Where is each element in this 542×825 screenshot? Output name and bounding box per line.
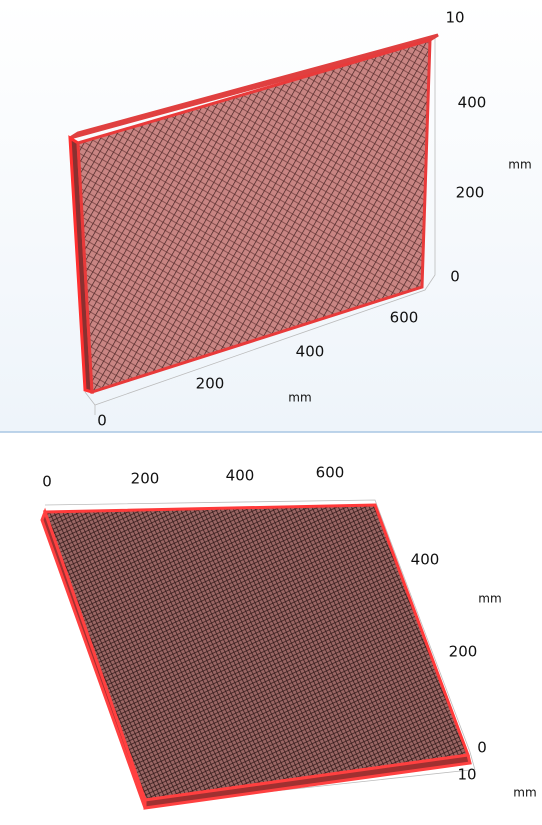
- axis-tick-label: 200: [131, 470, 160, 488]
- axis-tick-label: 0: [42, 473, 52, 491]
- axis-tick-label: 200: [449, 643, 478, 661]
- axis-tick-label: 200: [456, 184, 485, 202]
- axis-tick-label: 600: [316, 464, 345, 482]
- axis-tick-label: 0: [450, 268, 460, 286]
- axis-tick-label: 400: [458, 94, 487, 112]
- axis-tick-label: 10: [445, 9, 464, 27]
- axis-tick-label: 600: [390, 309, 419, 327]
- viewport: 10 400 mm 200 0 600 400 200 mm 0 0 200 400 600 400 mm 20…: [0, 0, 542, 825]
- axis-tick-label: 0: [477, 739, 487, 757]
- axis-tick-label: 10: [457, 766, 476, 784]
- axis-tick-label: 0: [97, 412, 107, 430]
- axis-unit: mm: [478, 592, 501, 606]
- plate-face: [45, 505, 468, 800]
- axis-tick-label: 400: [411, 551, 440, 569]
- axis-unit: mm: [513, 786, 536, 800]
- axis-unit: mm: [508, 158, 531, 172]
- page: 10 400 mm 200 0 600 400 200 mm 0 0 200 400 600 400 mm 20…: [0, 0, 542, 825]
- axis-tick-label: 200: [196, 375, 225, 393]
- axis-tick-label: 400: [296, 343, 325, 361]
- axis-unit: mm: [288, 391, 311, 405]
- axis-tick-label: 400: [226, 467, 255, 485]
